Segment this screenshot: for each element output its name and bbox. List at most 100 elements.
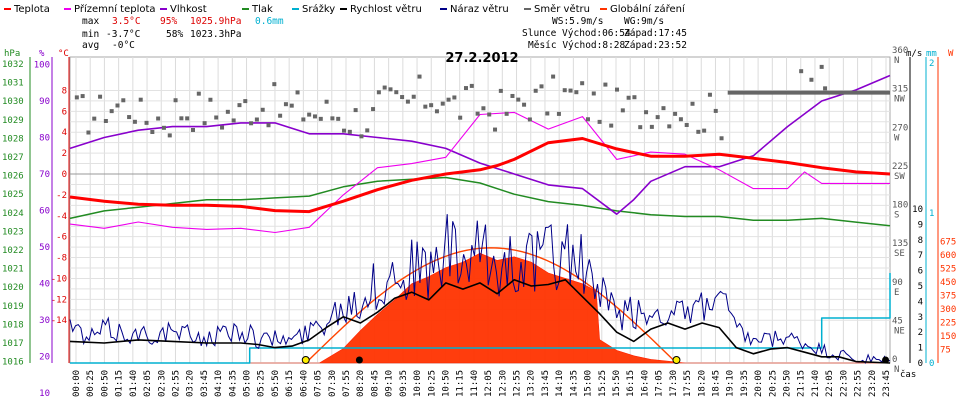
tick-ms-3: 7 <box>918 251 923 261</box>
wind-dir-dot-98 <box>644 110 649 115</box>
tick-time-22: 09:10 <box>385 370 395 397</box>
tick-hpa-14: 1018 <box>2 320 24 330</box>
wind-dir-dot-late-2 <box>819 64 824 69</box>
stat-max-temp: 3.5°C <box>112 16 141 27</box>
stat-sun-rise: Slunce Východ:06:54 <box>522 28 631 39</box>
tick-ms-6: 4 <box>918 297 923 307</box>
tick-time-34: 14:10 <box>555 370 565 397</box>
wind-dir-dot-101 <box>661 106 666 111</box>
tick-time-53: 22:05 <box>825 370 835 397</box>
tick-hpa-6: 1026 <box>2 172 24 182</box>
tick-dir-label-6: E <box>894 288 899 298</box>
chart-title: 27.2.2012 <box>445 51 518 66</box>
wind-dir-dot-78 <box>527 117 532 122</box>
wind-dir-dot-64 <box>446 97 451 102</box>
tick-pct-9: 10 <box>39 389 50 399</box>
wind-dir-dot-53 <box>382 85 387 90</box>
tick-dir-2: 270 <box>892 123 908 133</box>
wind-dir-dot-10 <box>132 119 137 124</box>
tick-ms-1: 9 <box>918 220 923 230</box>
wind-dir-dot-111 <box>719 136 724 141</box>
tick-time-54: 22:30 <box>839 370 849 397</box>
tick-time-37: 15:25 <box>598 370 608 397</box>
tick-time-6: 02:30 <box>157 370 167 397</box>
tick-time-10: 04:10 <box>214 370 224 397</box>
wind-dir-dot-0 <box>74 95 79 100</box>
tick-dir-6: 90 <box>892 278 903 288</box>
wind-dir-dot-20 <box>191 127 195 132</box>
legend: Teplota Přízemní teplota Vlhkost Tlak Srážky… <box>4 3 686 15</box>
wind-dir-dot-45 <box>336 116 341 121</box>
tick-hpa-5: 1027 <box>2 153 24 163</box>
wind-dir-dot-83 <box>556 111 561 116</box>
wind-dir-dot-24 <box>214 115 219 120</box>
wind-dir-dot-81 <box>545 111 550 116</box>
tick-dir-7: 45 <box>892 316 903 326</box>
wind-dir-dot-52 <box>376 90 381 95</box>
tick-time-23: 09:35 <box>399 370 409 397</box>
tick-time-19: 07:55 <box>342 370 352 397</box>
wind-dir-dot-66 <box>458 115 463 120</box>
tick-dir-4: 180 <box>892 201 908 211</box>
stat-max-rain: 0.6mm <box>255 16 284 27</box>
tick-hpa-10: 1022 <box>2 246 24 256</box>
tick-time-45: 18:45 <box>711 370 721 397</box>
wind-dir-dot-27 <box>231 118 236 123</box>
wind-dir-dot-68 <box>469 83 474 88</box>
stat-min-label: min <box>82 29 99 40</box>
wind-dir-dot-84 <box>562 88 567 93</box>
tick-ms-0: 10 <box>912 205 923 215</box>
axis-hpa-unit: hPa <box>4 49 20 59</box>
tick-mm-1: 1 <box>929 209 934 219</box>
wind-dir-dot-14 <box>156 116 161 121</box>
tick-time-28: 11:40 <box>470 370 480 397</box>
wind-dir-dot-18 <box>179 116 184 121</box>
tick-pct-3: 70 <box>39 170 50 180</box>
legend-label-3: Tlak <box>251 4 273 15</box>
tick-c-11: -14 <box>51 316 67 326</box>
tick-dir-label-0: N <box>894 56 899 66</box>
axis-w-unit: W <box>948 49 954 59</box>
wind-dir-dot-106 <box>690 101 695 106</box>
wind-dir-dot-17 <box>173 98 178 103</box>
wind-dir-dot-58 <box>411 94 416 99</box>
tick-dir-5: 135 <box>892 239 908 249</box>
tick-pct-4: 60 <box>39 207 50 217</box>
tick-dir-label-4: S <box>894 211 899 221</box>
tick-hpa-16: 1016 <box>2 358 24 368</box>
wind-dir-dot-43 <box>324 99 329 104</box>
wind-dir-dot-late-3 <box>823 86 828 91</box>
tick-time-39: 16:15 <box>626 370 636 397</box>
tick-c-5: -2 <box>56 191 67 201</box>
wind-dir-dot-7 <box>115 103 120 108</box>
wind-dir-dot-73 <box>498 88 503 93</box>
tick-w-6: 225 <box>940 319 956 329</box>
wind-dir-dot-30 <box>249 121 254 126</box>
wind-dir-dot-62 <box>434 109 439 114</box>
wind-dir-dot-6 <box>109 109 114 114</box>
tick-c-4: 0 <box>62 170 67 180</box>
tick-w-5: 300 <box>940 305 956 315</box>
wind-dir-dot-22 <box>202 121 207 126</box>
tick-c-2: 4 <box>62 128 67 138</box>
tick-pct-1: 90 <box>39 97 50 107</box>
tick-time-15: 06:15 <box>285 370 295 397</box>
tick-dir-label-1: NW <box>894 95 905 105</box>
wind-dir-dot-80 <box>539 84 544 89</box>
wind-dir-dot-50 <box>365 128 370 133</box>
tick-time-13: 05:25 <box>257 370 267 397</box>
tick-ms-4: 6 <box>918 267 923 277</box>
wind-dir-dot-87 <box>580 81 585 86</box>
tick-w-7: 150 <box>940 332 956 342</box>
wind-dir-dot-88 <box>585 117 590 122</box>
tick-hpa-7: 1025 <box>2 190 24 200</box>
tick-mm-2: 0 <box>929 359 934 369</box>
legend-label-0: Teplota <box>13 4 50 15</box>
tick-time-40: 16:40 <box>640 370 650 397</box>
tick-w-1: 600 <box>940 251 956 261</box>
series-humidity <box>69 74 891 215</box>
stat-max-hum: 95% <box>160 16 177 27</box>
axis-mm-unit: mm <box>926 49 937 59</box>
axes: hPa% °C1032103110301029102810271026102510… <box>2 46 956 399</box>
wind-dir-dot-4 <box>98 94 103 99</box>
